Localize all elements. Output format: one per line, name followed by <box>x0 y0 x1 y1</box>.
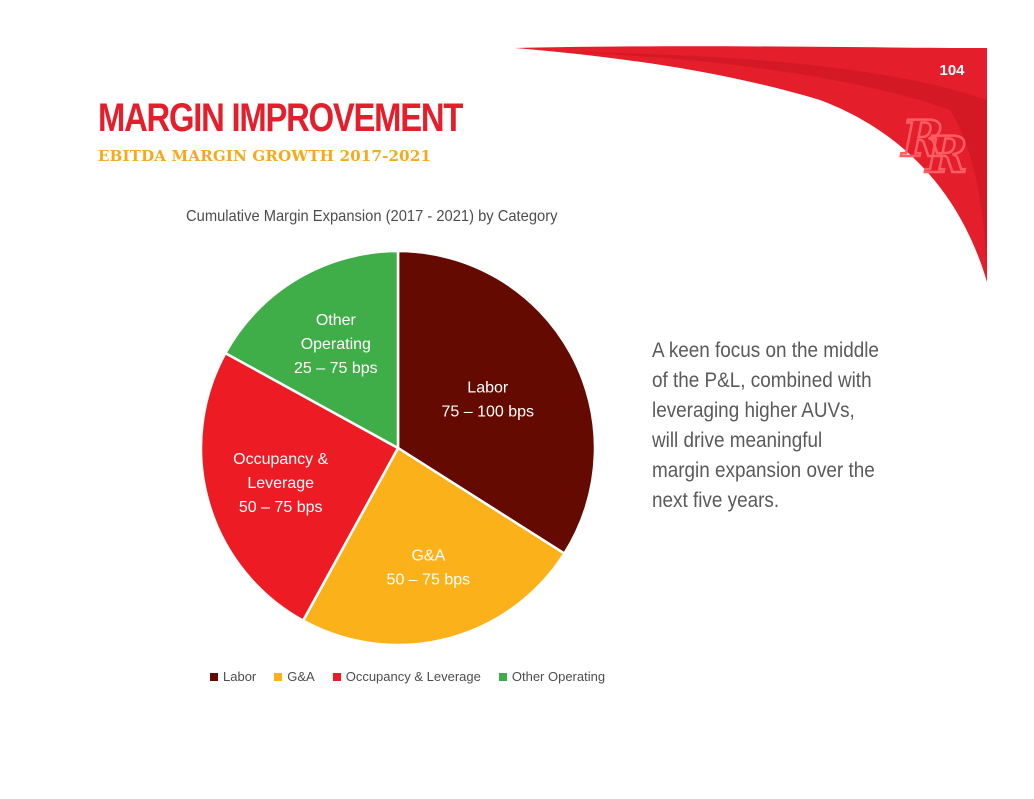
page-title: MARGIN IMPROVEMENT <box>98 96 463 140</box>
slice-label-occupancy-leverage: Leverage <box>247 475 314 492</box>
legend-label: Labor <box>223 669 257 684</box>
body-text-line: will drive meaningful <box>652 429 823 452</box>
legend-label: Other Operating <box>511 669 606 684</box>
body-text: A keen focus on the middle of the P&L, co… <box>652 336 895 516</box>
legend-label: Occupancy & Leverage <box>345 669 481 684</box>
legend-swatch <box>274 672 283 681</box>
slice-label-g-a: G&A <box>411 547 445 564</box>
body-text-line: margin expansion over the <box>652 459 875 482</box>
page-subtitle: EBITDA MARGIN GROWTH 2017-2021 <box>98 147 432 165</box>
legend-swatch <box>332 672 341 681</box>
slice-label-occupancy-leverage: Occupancy & <box>233 451 328 468</box>
pie-slice-g-a <box>301 446 567 647</box>
svg-text:R: R <box>900 109 944 168</box>
legend-item: Occupancy & Leverage <box>332 669 481 684</box>
chart-legend: Labor G&A Occupancy & Leverage Other Operat… <box>210 669 605 684</box>
body-text-line: leveraging higher AUVs, <box>652 399 855 422</box>
legend-item: Labor <box>210 669 256 684</box>
legend-swatch <box>210 672 218 681</box>
page-number: 104 <box>939 62 965 79</box>
legend-swatch <box>498 672 507 681</box>
slice-label-labor: 75 – 100 bps <box>442 404 535 421</box>
slice-label-other-operating: Operating <box>301 336 371 353</box>
legend-item: Other Operating <box>498 669 606 684</box>
body-text-line: A keen focus on the middle <box>652 339 879 362</box>
body-text-line: of the P&L, combined with <box>652 369 872 392</box>
legend-item: G&A <box>274 669 315 684</box>
slice-label-labor: Labor <box>467 380 509 397</box>
pie-chart: Labor 75 – 100 bps G&A 50 – 75 bps Occupancy… <box>199 249 597 647</box>
slice-label-other-operating: Other <box>316 312 357 329</box>
slice-label-g-a: 50 – 75 bps <box>387 571 471 588</box>
body-text-line: next five years. <box>652 489 780 512</box>
legend-label: G&A <box>287 669 315 684</box>
rr-logo-icon: R R <box>899 108 969 184</box>
slice-label-occupancy-leverage: 50 – 75 bps <box>239 499 323 516</box>
header-banner <box>515 46 987 282</box>
chart-title: Cumulative Margin Expansion (2017 - 2021… <box>186 208 558 225</box>
slice-label-other-operating: 25 – 75 bps <box>294 360 378 377</box>
pie-slice-occupancy-leverage <box>199 351 400 623</box>
svg-text:R: R <box>924 125 968 184</box>
pie-slice-other-operating <box>223 249 400 451</box>
